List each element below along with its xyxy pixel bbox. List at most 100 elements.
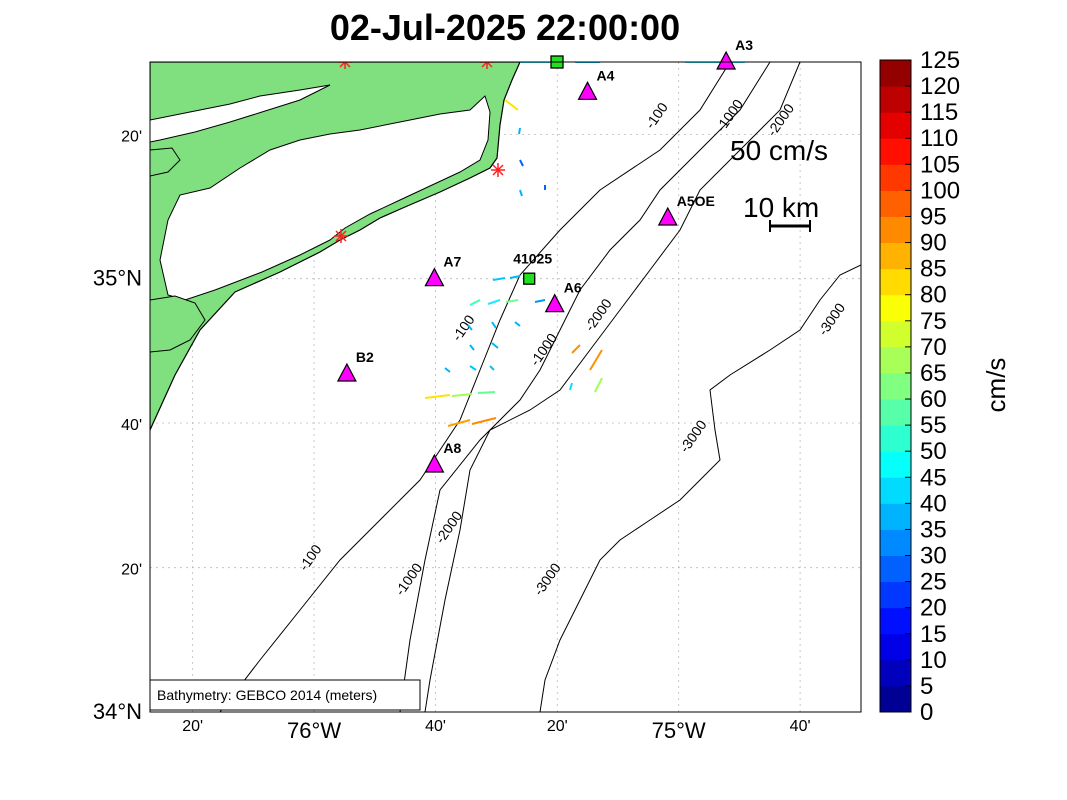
colorbar-tick-label: 65 xyxy=(920,360,947,387)
station-label: A8 xyxy=(443,440,461,456)
x-tick-label: 40' xyxy=(790,718,811,735)
station-label: A5OE xyxy=(677,193,715,209)
station-marker xyxy=(336,362,357,382)
station-marker xyxy=(544,293,565,313)
current-arrow xyxy=(534,299,546,303)
colorbar-segment xyxy=(880,268,911,296)
station-label: A7 xyxy=(443,254,461,270)
colorbar-tick-label: 20 xyxy=(920,595,947,622)
current-arrow xyxy=(504,99,519,111)
station-marker xyxy=(424,453,445,473)
colorbar-segment xyxy=(880,60,911,87)
colorbar-segment xyxy=(880,138,911,165)
colorbar-segment xyxy=(880,451,911,478)
plot-title: 02-Jul-2025 22:00:00 xyxy=(330,7,680,48)
x-tick-label: 20' xyxy=(182,718,203,735)
station-marker xyxy=(424,267,445,287)
shore-asterisk xyxy=(491,163,505,177)
y-tick-label: 35°N xyxy=(93,266,142,291)
current-arrow xyxy=(514,321,521,327)
island xyxy=(150,147,181,177)
current-arrow xyxy=(491,342,499,349)
bathymetry-credit: Bathymetry: GEBCO 2014 (meters) xyxy=(157,687,377,703)
y-axis-ticks: 34°N 20' 40' 35°N 20' xyxy=(93,128,142,724)
current-arrow xyxy=(778,62,780,63)
velocity-scale-label: 50 cm/s xyxy=(730,135,828,166)
distance-scale-bar xyxy=(769,220,811,232)
colorbar-tick-label: 115 xyxy=(920,99,958,126)
colorbar-tick-label: 105 xyxy=(920,151,960,178)
colorbar-segment xyxy=(880,190,911,217)
current-arrow xyxy=(467,324,473,331)
colorbar-segment xyxy=(880,633,911,661)
current-arrows xyxy=(424,45,785,427)
station-label: A4 xyxy=(597,67,615,83)
y-tick-label: 34°N xyxy=(93,699,142,724)
colorbar-tick-label: 80 xyxy=(920,282,947,309)
colorbar-segment xyxy=(880,164,911,191)
colorbar-tick-label: 100 xyxy=(920,177,960,204)
x-axis-ticks: 20' 76°W 40' 20' 75°W 40' xyxy=(182,718,810,743)
station-label: A3 xyxy=(735,37,753,53)
colorbar-tick-label: 5 xyxy=(920,673,933,700)
colorbar-tick-label: 0 xyxy=(920,699,933,726)
current-arrow xyxy=(469,299,481,306)
colorbar-tick-label: 75 xyxy=(920,308,947,335)
colorbar-segment xyxy=(880,294,911,322)
buoy-marker: 41025 xyxy=(513,251,552,285)
contour-1000 xyxy=(399,62,771,712)
current-arrow xyxy=(451,393,473,397)
bathymetry-credit-box xyxy=(149,679,421,711)
colorbar-segment xyxy=(880,425,911,452)
station-marker xyxy=(657,206,678,226)
colorbar xyxy=(880,60,911,713)
shore-markers xyxy=(334,62,505,243)
colorbar-labels: 0510152025303540455055606570758085909510… xyxy=(905,47,960,726)
current-arrow xyxy=(518,127,521,135)
colorbar-tick-label: 10 xyxy=(920,647,947,674)
colorbar-segment xyxy=(880,607,911,635)
current-arrow xyxy=(571,344,581,354)
x-tick-label: 40' xyxy=(425,718,446,735)
distance-scale-label: 10 km xyxy=(743,192,819,223)
current-arrow xyxy=(489,365,495,371)
shore-asterisk xyxy=(480,62,494,69)
current-arrow xyxy=(469,365,477,371)
y-tick-label: 20' xyxy=(121,562,142,579)
colorbar-segment xyxy=(880,242,911,270)
current-arrow xyxy=(487,299,501,305)
shore-asterisk xyxy=(334,229,348,243)
contour-2000 xyxy=(424,62,801,712)
current-arrow xyxy=(519,189,523,197)
stations: A4 A5OE A7 A6 B2 A8 A3 xyxy=(336,37,753,473)
current-arrow xyxy=(594,377,603,393)
colorbar-tick-label: 40 xyxy=(920,490,947,517)
colorbar-tick-label: 120 xyxy=(920,73,960,100)
land xyxy=(150,62,521,431)
station-marker xyxy=(577,81,598,100)
colorbar-tick-label: 30 xyxy=(920,543,947,570)
current-arrow xyxy=(519,159,524,167)
colorbar-segment xyxy=(880,685,911,713)
colorbar-border xyxy=(879,59,912,713)
colorbar-segment xyxy=(880,320,911,348)
colorbar-tick-label: 45 xyxy=(920,464,947,491)
bathymetry-contours xyxy=(219,62,861,712)
colorbar-tick-label: 15 xyxy=(920,621,947,648)
sound-water-inner xyxy=(150,84,331,143)
colorbar-tick-label: 50 xyxy=(920,438,947,465)
current-arrow xyxy=(469,344,475,351)
buoy-label: 41025 xyxy=(513,251,552,267)
x-tick-label: 75°W xyxy=(652,718,706,743)
y-tick-label: 20' xyxy=(121,128,142,145)
current-arrow xyxy=(444,367,451,373)
station-label: B2 xyxy=(356,349,374,365)
current-arrow xyxy=(477,391,496,394)
colorbar-units: cm/s xyxy=(981,358,1011,413)
current-arrow xyxy=(509,275,521,279)
current-arrow xyxy=(491,321,497,329)
current-arrow xyxy=(778,45,785,55)
buoy-square xyxy=(523,272,536,285)
current-arrow xyxy=(505,299,519,303)
